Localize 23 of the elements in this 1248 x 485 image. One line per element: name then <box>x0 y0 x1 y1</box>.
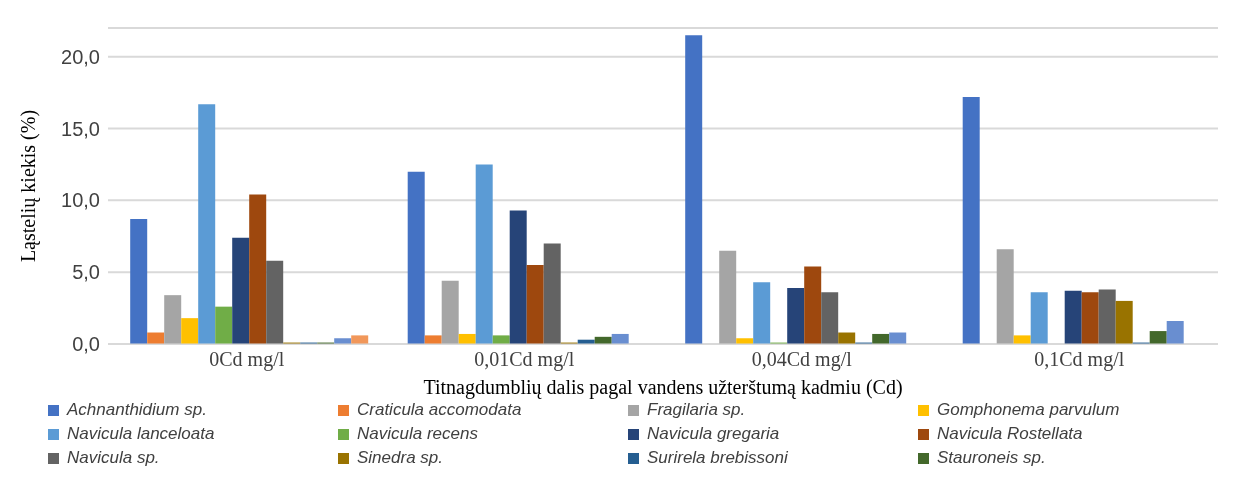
x-axis-title: Titnagdumblių dalis pagal vandens užterštumą kadmiu (Cd) <box>423 376 903 399</box>
legend-label: Gomphonema parvulum <box>937 400 1120 420</box>
legend-label: Fragilaria sp. <box>647 400 746 420</box>
legend-label: Navicula Rostellata <box>937 424 1083 444</box>
legend-label: Navicula sp. <box>67 448 160 468</box>
legend-label: Stauroneis sp. <box>937 448 1046 468</box>
y-tick-label: 15,0 <box>61 117 100 140</box>
x-tick-label: 0,04Cd mg/l <box>751 348 853 372</box>
x-tick-label: 0,01Cd mg/l <box>474 348 575 372</box>
y-tick-label: 5,0 <box>72 261 100 284</box>
legend-label: Sinedra sp. <box>357 448 443 468</box>
x-tick-label: 0Cd mg/l <box>209 348 285 372</box>
legend-label: Craticula accomodata <box>357 400 522 420</box>
legend-label: Navicula lanceloata <box>67 424 215 444</box>
legend-label: Navicula recens <box>357 424 478 444</box>
y-axis-title: Ląstelių kiekis (%) <box>17 109 41 263</box>
y-tick-label: 0,0 <box>72 333 100 356</box>
legend-label: Navicula gregaria <box>647 424 780 444</box>
x-tick-label: 0,1Cd mg/l <box>1034 348 1125 372</box>
legend-label: Achnanthidium sp. <box>67 400 207 420</box>
legend-label: Surirela brebissoni <box>647 448 788 468</box>
y-tick-label: 10,0 <box>61 189 100 212</box>
y-tick-label: 20,0 <box>61 45 100 68</box>
